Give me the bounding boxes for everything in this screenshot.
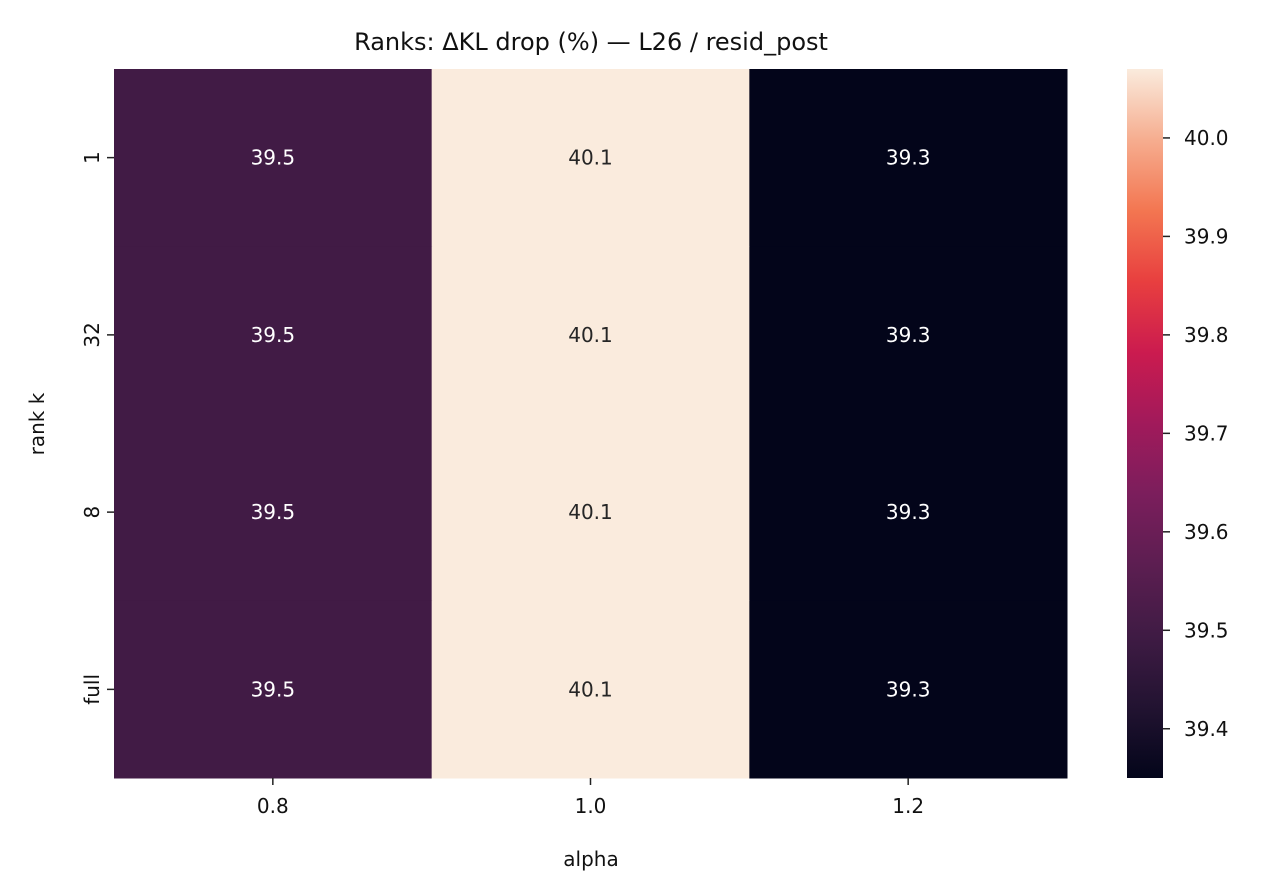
cell-value-label: 39.3 [886, 677, 931, 701]
colorbar [1127, 69, 1163, 778]
y-tick-label: 8 [80, 506, 104, 519]
cell-value-label: 40.1 [568, 146, 613, 170]
heatmap-cell [749, 246, 1068, 424]
colorbar-tick-label: 39.4 [1184, 717, 1229, 741]
heatmap-cell-labels: 39.5 40.1 39.3 39.5 40.1 39.3 39.5 40.1 39.3 39.5… [251, 146, 931, 702]
x-tick-label: 1.0 [575, 794, 607, 818]
cell-value-label: 39.3 [886, 500, 931, 524]
heatmap-cell [431, 69, 750, 247]
heatmap-cell [114, 69, 433, 247]
heatmap-cell [749, 600, 1068, 779]
colorbar-tick-label: 39.7 [1184, 421, 1229, 445]
colorbar-tick-label: 39.6 [1184, 520, 1229, 544]
heatmap-cell [431, 246, 750, 424]
cell-value-label: 39.5 [251, 500, 296, 524]
colorbar-tick-label: 39.8 [1184, 323, 1229, 347]
cell-value-label: 40.1 [568, 500, 613, 524]
x-axis-label: alpha [563, 847, 618, 871]
heatmap-cell [114, 600, 433, 779]
heatmap-cell [431, 600, 750, 779]
cell-value-label: 40.1 [568, 323, 613, 347]
cell-value-label: 39.5 [251, 323, 296, 347]
heatmap-cell [114, 246, 433, 424]
cell-value-label: 39.5 [251, 677, 296, 701]
heatmap-cells [114, 69, 1068, 779]
cell-value-label: 39.3 [886, 323, 931, 347]
heatmap-cell [114, 423, 433, 602]
heatmap-cell [749, 69, 1068, 247]
colorbar-tick-label: 40.0 [1184, 126, 1229, 150]
heatmap-cell [431, 423, 750, 602]
cell-value-label: 40.1 [568, 677, 613, 701]
colorbar-tick-label: 39.9 [1184, 224, 1229, 248]
heatmap-cell [749, 423, 1068, 602]
x-tick-label: 1.2 [892, 794, 924, 818]
y-tick-label: 1 [80, 151, 104, 164]
colorbar-gradient [1127, 69, 1163, 778]
cell-value-label: 39.5 [251, 146, 296, 170]
cell-value-label: 39.3 [886, 146, 931, 170]
y-tick-label: full [80, 674, 104, 705]
colorbar-ticks: 39.4 39.5 39.6 39.7 39.8 39.9 40.0 [1163, 126, 1229, 741]
colorbar-tick-label: 39.5 [1184, 618, 1229, 642]
chart-title: Ranks: ΔKL drop (%) — L26 / resid_post [354, 28, 828, 56]
y-axis-label: rank k [25, 392, 49, 455]
x-tick-label: 0.8 [257, 794, 289, 818]
y-tick-label: 32 [80, 322, 104, 347]
y-axis: 1 32 8 full [80, 151, 114, 705]
x-axis: 0.8 1.0 1.2 [257, 778, 924, 818]
